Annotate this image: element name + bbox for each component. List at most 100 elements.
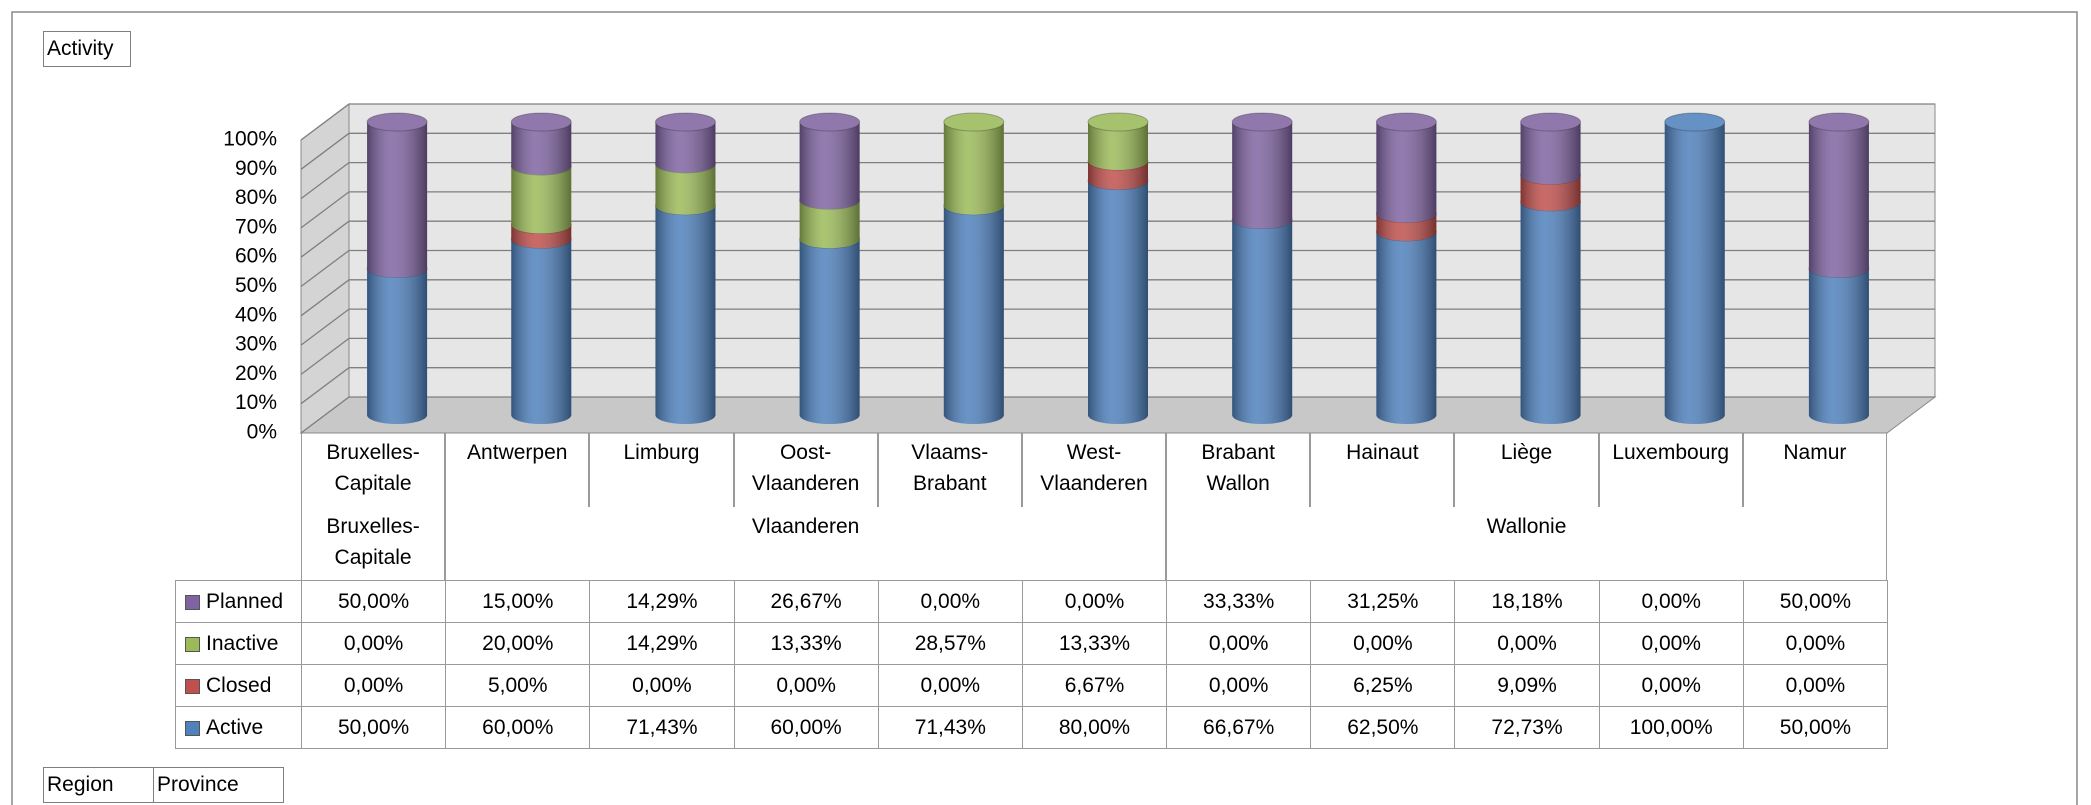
data-label: 0,00%: [1742, 664, 1888, 707]
x-tick-label: Brabant Wallon: [1166, 433, 1311, 507]
bar: [366, 259, 428, 424]
bar: [654, 112, 716, 173]
axis-field-button[interactable]: Province: [153, 767, 284, 803]
bar-shade: [511, 122, 572, 175]
bar-shade: [1088, 180, 1148, 424]
grid-line: [300, 396, 350, 434]
data-label: 71,43%: [877, 706, 1023, 749]
bar-shade: [943, 122, 1004, 215]
x-tick-label: Hainaut: [1310, 433, 1455, 507]
bar: [1375, 222, 1437, 424]
bar-shade: [367, 268, 428, 424]
data-label: 50,00%: [301, 706, 447, 749]
bar-shade: [1232, 122, 1293, 229]
grid-line: [300, 308, 350, 346]
data-label: 18,18%: [1454, 580, 1600, 623]
data-label: 0,00%: [1598, 580, 1744, 623]
bar: [799, 229, 861, 424]
data-label: 62,50%: [1310, 706, 1456, 749]
chart-border: [11, 11, 2078, 805]
bar: [1664, 112, 1726, 424]
axis-field-button[interactable]: Region: [43, 767, 154, 803]
legend-field-button[interactable]: Activity: [43, 31, 131, 67]
bar-top: [1520, 112, 1582, 132]
x-tick-label: Limburg: [589, 433, 734, 507]
y-tick-label: 70%: [235, 215, 277, 238]
data-label: 0,00%: [1310, 622, 1456, 665]
data-label: 71,43%: [589, 706, 735, 749]
bar: [1520, 192, 1582, 424]
grid-line: [300, 367, 350, 405]
legend-swatch: [185, 595, 200, 610]
data-label: 66,67%: [1166, 706, 1312, 749]
data-label: 14,29%: [589, 580, 735, 623]
group-label: Bruxelles-Capitale: [301, 507, 446, 581]
data-label: 31,25%: [1310, 580, 1456, 623]
data-label: 50,00%: [1742, 706, 1888, 749]
data-label: 0,00%: [1166, 622, 1312, 665]
bar-shade: [1088, 122, 1148, 171]
grid-line: [300, 191, 350, 229]
bar: [1231, 210, 1293, 424]
group-label: Wallonie: [1166, 507, 1887, 581]
data-label: 0,00%: [589, 664, 735, 707]
data-label: 0,00%: [1598, 664, 1744, 707]
y-tick-label: 10%: [235, 391, 277, 414]
x-tick-label: Oost-Vlaanderen: [733, 433, 878, 507]
bar: [1808, 112, 1870, 278]
bar-shade: [1232, 219, 1293, 424]
data-label: 26,67%: [733, 580, 879, 623]
data-label: 6,25%: [1310, 664, 1456, 707]
x-tick-label: Namur: [1742, 433, 1887, 507]
bar: [1520, 112, 1582, 185]
data-label: 28,57%: [877, 622, 1023, 665]
y-tick-label: 80%: [235, 186, 277, 209]
y-tick-label: 60%: [235, 245, 277, 268]
bar-top: [1808, 112, 1870, 132]
y-tick-label: 20%: [235, 362, 277, 385]
bar-shade: [1808, 268, 1869, 424]
y-tick-label: 100%: [223, 128, 277, 151]
bar-shade: [1376, 213, 1437, 241]
y-tick-label: 50%: [235, 274, 277, 297]
bar-shade: [655, 121, 716, 173]
legend-entry: Active: [175, 706, 302, 749]
grid-line: [300, 337, 350, 375]
bar-top: [1664, 112, 1726, 132]
bar-shade: [943, 205, 1004, 424]
bar-shade: [1088, 161, 1148, 190]
group-label: Vlaanderen: [445, 507, 1167, 581]
data-label: 0,00%: [301, 622, 447, 665]
bar: [366, 112, 428, 278]
bar-shade: [799, 200, 860, 249]
data-label: 13,33%: [1021, 622, 1168, 665]
data-label: 0,00%: [1454, 622, 1600, 665]
grid-line: [300, 249, 350, 288]
x-tick-label: Luxembourg: [1598, 433, 1743, 507]
bar-shade: [1520, 175, 1581, 211]
bar: [1808, 259, 1870, 424]
bar: [1087, 171, 1149, 424]
bar-top: [510, 112, 572, 132]
bar-shade: [799, 239, 860, 424]
data-label: 14,29%: [589, 622, 735, 665]
bar-top: [1231, 112, 1293, 132]
data-label: 0,00%: [1166, 664, 1312, 707]
data-label: 80,00%: [1021, 706, 1168, 749]
data-label: 9,09%: [1454, 664, 1600, 707]
bar-top: [1087, 112, 1149, 132]
legend-entry: Inactive: [175, 622, 302, 665]
bar: [1087, 112, 1149, 171]
data-label: 0,00%: [877, 580, 1023, 623]
bar-shade: [511, 224, 572, 249]
y-tick-label: 30%: [235, 333, 277, 356]
bar: [799, 112, 861, 210]
grid-line: [300, 103, 350, 141]
grid-line: [300, 279, 350, 317]
bar-shade: [1520, 122, 1581, 185]
legend-swatch: [185, 637, 200, 652]
data-label: 0,00%: [1742, 622, 1888, 665]
data-label: 72,73%: [1454, 706, 1600, 749]
